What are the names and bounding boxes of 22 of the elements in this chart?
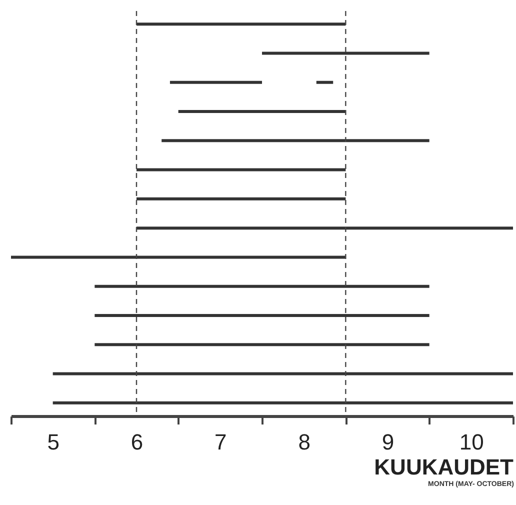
x-tick-label: 6 (130, 430, 144, 454)
bar (52, 401, 513, 404)
x-tick-label: 8 (298, 430, 310, 454)
x-tick-label: 10 (459, 430, 484, 454)
bar (136, 197, 346, 200)
x-tick-label: 9 (382, 430, 394, 454)
bar (136, 168, 346, 172)
bar (94, 314, 430, 317)
x-tick-label: 5 (47, 430, 60, 454)
x-tick-label: 7 (214, 430, 227, 454)
bar (162, 139, 430, 142)
bar (94, 343, 430, 346)
bar (262, 52, 430, 55)
bar (11, 256, 346, 259)
x-axis-title: KUUKAUDET (374, 454, 514, 480)
bar (136, 22, 346, 26)
bar (94, 284, 430, 288)
bar (178, 110, 346, 114)
bar (316, 80, 334, 84)
bar (136, 226, 513, 230)
bar (52, 372, 513, 376)
bar (170, 80, 262, 84)
